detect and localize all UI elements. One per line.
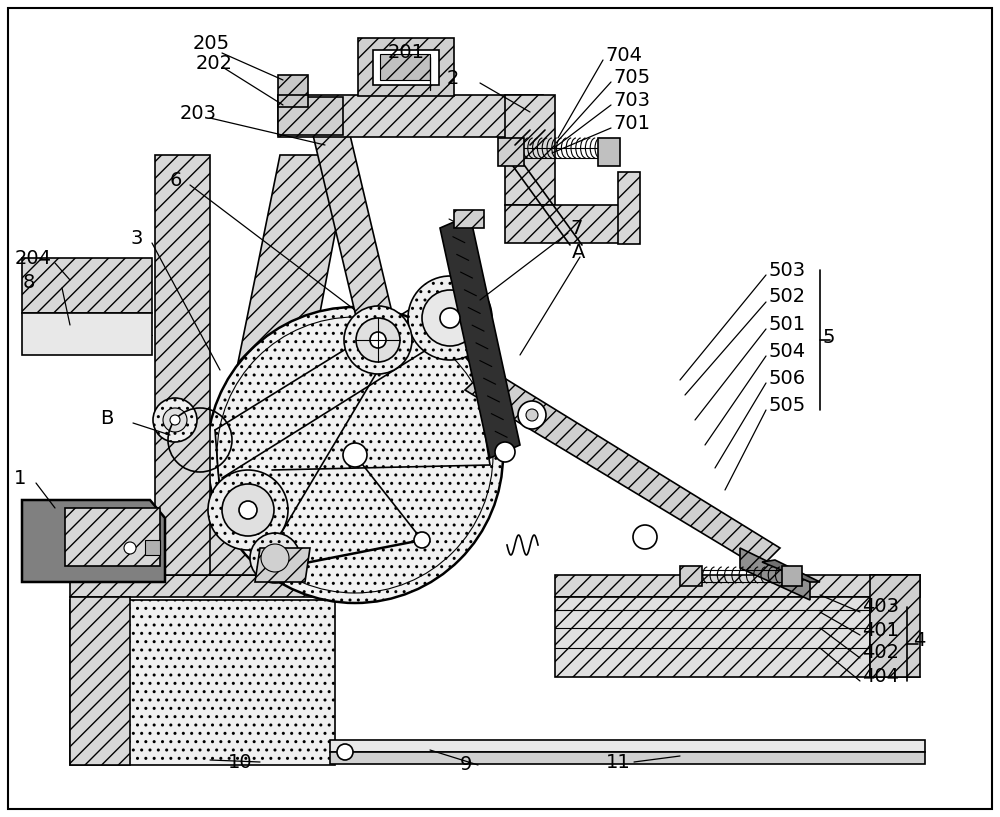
Text: 9: 9 xyxy=(460,756,472,775)
Text: 1: 1 xyxy=(14,468,26,488)
Bar xyxy=(498,138,524,166)
Bar xyxy=(278,75,308,97)
Bar xyxy=(505,205,620,243)
Bar xyxy=(454,210,484,228)
Text: A: A xyxy=(572,243,585,261)
Circle shape xyxy=(518,401,546,429)
Circle shape xyxy=(208,470,288,550)
Text: 505: 505 xyxy=(768,395,805,414)
Text: 5: 5 xyxy=(822,328,834,346)
Text: 703: 703 xyxy=(613,91,650,109)
Circle shape xyxy=(163,408,187,432)
Text: 10: 10 xyxy=(228,752,253,771)
Circle shape xyxy=(222,484,274,536)
Circle shape xyxy=(153,398,197,442)
Polygon shape xyxy=(465,368,780,568)
Text: 203: 203 xyxy=(180,104,217,123)
Text: 205: 205 xyxy=(193,33,230,52)
Text: 2: 2 xyxy=(447,69,459,87)
Bar xyxy=(22,313,152,355)
Bar xyxy=(782,566,802,586)
Text: 3: 3 xyxy=(130,229,142,248)
Circle shape xyxy=(414,532,430,548)
Circle shape xyxy=(440,308,460,328)
Text: 7: 7 xyxy=(570,218,582,238)
Circle shape xyxy=(356,318,400,362)
Text: 202: 202 xyxy=(196,53,233,73)
Bar xyxy=(65,508,160,566)
Bar xyxy=(145,540,160,555)
Text: B: B xyxy=(100,408,113,427)
Circle shape xyxy=(526,409,538,421)
Bar xyxy=(598,138,620,166)
Circle shape xyxy=(633,525,657,549)
Circle shape xyxy=(337,744,353,760)
Text: 404: 404 xyxy=(862,667,899,685)
Circle shape xyxy=(239,501,257,519)
Bar xyxy=(330,752,925,764)
Bar xyxy=(358,38,454,96)
Text: 4: 4 xyxy=(913,632,925,650)
Text: 704: 704 xyxy=(605,46,642,65)
Bar xyxy=(870,575,920,677)
Text: 504: 504 xyxy=(768,342,805,360)
Text: 403: 403 xyxy=(862,597,899,617)
Text: 506: 506 xyxy=(768,368,805,387)
Bar xyxy=(505,95,555,205)
Bar xyxy=(680,566,702,586)
Text: 502: 502 xyxy=(768,288,805,306)
Bar xyxy=(618,172,640,244)
Circle shape xyxy=(343,443,367,467)
Circle shape xyxy=(124,542,136,554)
Polygon shape xyxy=(195,155,350,575)
Polygon shape xyxy=(762,560,820,582)
Bar xyxy=(330,740,925,752)
Bar xyxy=(70,597,130,765)
Text: 401: 401 xyxy=(862,620,899,640)
Circle shape xyxy=(344,306,412,374)
Text: 705: 705 xyxy=(613,68,650,87)
Text: 402: 402 xyxy=(862,644,899,663)
Text: 8: 8 xyxy=(23,274,35,292)
Circle shape xyxy=(170,415,180,425)
Bar xyxy=(278,97,343,135)
Text: 701: 701 xyxy=(613,114,650,132)
Bar xyxy=(70,600,335,765)
Text: 503: 503 xyxy=(768,261,805,279)
Circle shape xyxy=(261,544,289,572)
Circle shape xyxy=(495,442,515,462)
Bar xyxy=(278,95,308,107)
Circle shape xyxy=(250,533,300,583)
Text: 6: 6 xyxy=(170,171,182,190)
Polygon shape xyxy=(22,500,165,582)
Bar xyxy=(22,258,152,313)
Text: 201: 201 xyxy=(388,42,425,61)
Polygon shape xyxy=(255,548,310,582)
Circle shape xyxy=(207,307,503,603)
Circle shape xyxy=(422,290,478,346)
Bar xyxy=(70,575,340,597)
Circle shape xyxy=(370,332,386,348)
Polygon shape xyxy=(440,215,520,458)
Bar xyxy=(555,597,870,677)
Text: 501: 501 xyxy=(768,315,805,333)
Polygon shape xyxy=(740,548,810,600)
Circle shape xyxy=(408,276,492,360)
Text: 11: 11 xyxy=(606,752,631,771)
Bar xyxy=(373,50,439,85)
Text: 204: 204 xyxy=(15,248,52,267)
Bar xyxy=(555,575,920,597)
Bar xyxy=(380,54,430,80)
Polygon shape xyxy=(313,135,395,325)
Bar xyxy=(278,95,543,137)
Bar xyxy=(155,155,210,575)
